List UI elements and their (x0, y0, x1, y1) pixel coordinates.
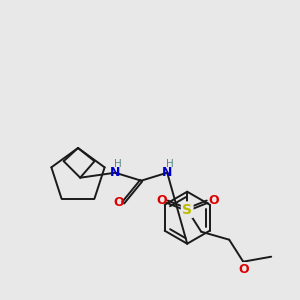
Text: H: H (166, 159, 174, 169)
Text: O: O (156, 194, 166, 207)
Text: N: N (162, 166, 172, 179)
Text: O: O (208, 194, 218, 207)
Text: O: O (238, 263, 248, 276)
Text: N: N (110, 166, 120, 179)
Text: S: S (182, 203, 192, 217)
Text: H: H (114, 159, 122, 169)
Text: O: O (113, 196, 124, 209)
